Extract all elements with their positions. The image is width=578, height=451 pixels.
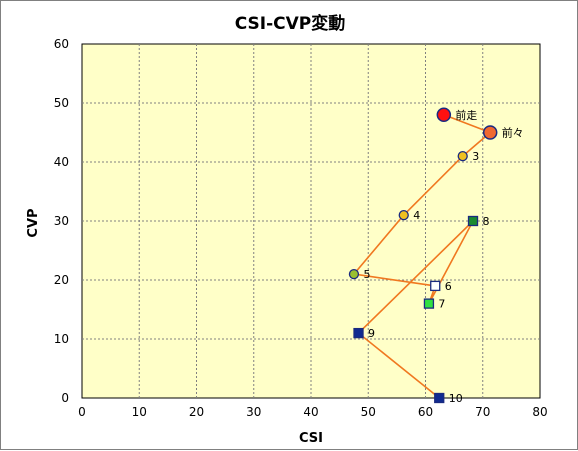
x-tick-label: 0	[78, 405, 86, 419]
y-axis-title: CVP	[26, 208, 41, 237]
point-marker	[430, 280, 441, 292]
x-tick-label: 80	[532, 405, 547, 419]
point-marker	[423, 298, 435, 309]
y-tick-label: 60	[54, 37, 69, 51]
point-label: 前々	[502, 126, 524, 140]
point-label: 10	[449, 392, 463, 405]
point-label: 8	[483, 215, 490, 228]
y-tick-label: 10	[54, 332, 69, 346]
chart-title: CSI-CVP変動	[235, 13, 346, 34]
point-label: 7	[438, 298, 445, 311]
grid-lines	[82, 44, 540, 398]
x-tick-label: 40	[303, 405, 318, 419]
x-axis-title: CSI	[299, 431, 323, 446]
x-tick-label: 60	[418, 405, 433, 419]
point-label: 5	[363, 268, 370, 281]
point-marker	[348, 268, 360, 280]
y-tick-label: 40	[54, 155, 69, 169]
point-marker	[398, 209, 409, 221]
point-label: 9	[368, 327, 375, 340]
series-line-path	[352, 114, 492, 399]
y-tick-label: 20	[54, 273, 69, 287]
tick-labels: 0 10 20 30 40 50 60 70 80 0 10 20 30 40 50 60	[54, 37, 548, 419]
x-tick-label: 50	[361, 405, 376, 419]
point-marker	[434, 392, 445, 404]
y-tick-label: 30	[54, 214, 69, 228]
point-label: 4	[413, 209, 420, 222]
series-markers	[348, 107, 498, 404]
point-label: 前走	[455, 108, 477, 122]
x-tick-label: 20	[189, 405, 204, 419]
x-tick-label: 10	[132, 405, 147, 419]
series-line	[352, 114, 492, 399]
y-tick-label: 50	[54, 96, 69, 110]
x-tick-label: 30	[246, 405, 261, 419]
point-label: 3	[472, 150, 479, 163]
x-tick-label: 70	[475, 405, 490, 419]
point-marker	[457, 150, 468, 162]
point-marker	[467, 215, 479, 227]
y-tick-label: 0	[61, 391, 69, 405]
point-marker	[436, 107, 452, 123]
point-label: 6	[445, 280, 452, 293]
point-marker	[482, 125, 498, 140]
point-marker	[353, 327, 364, 339]
